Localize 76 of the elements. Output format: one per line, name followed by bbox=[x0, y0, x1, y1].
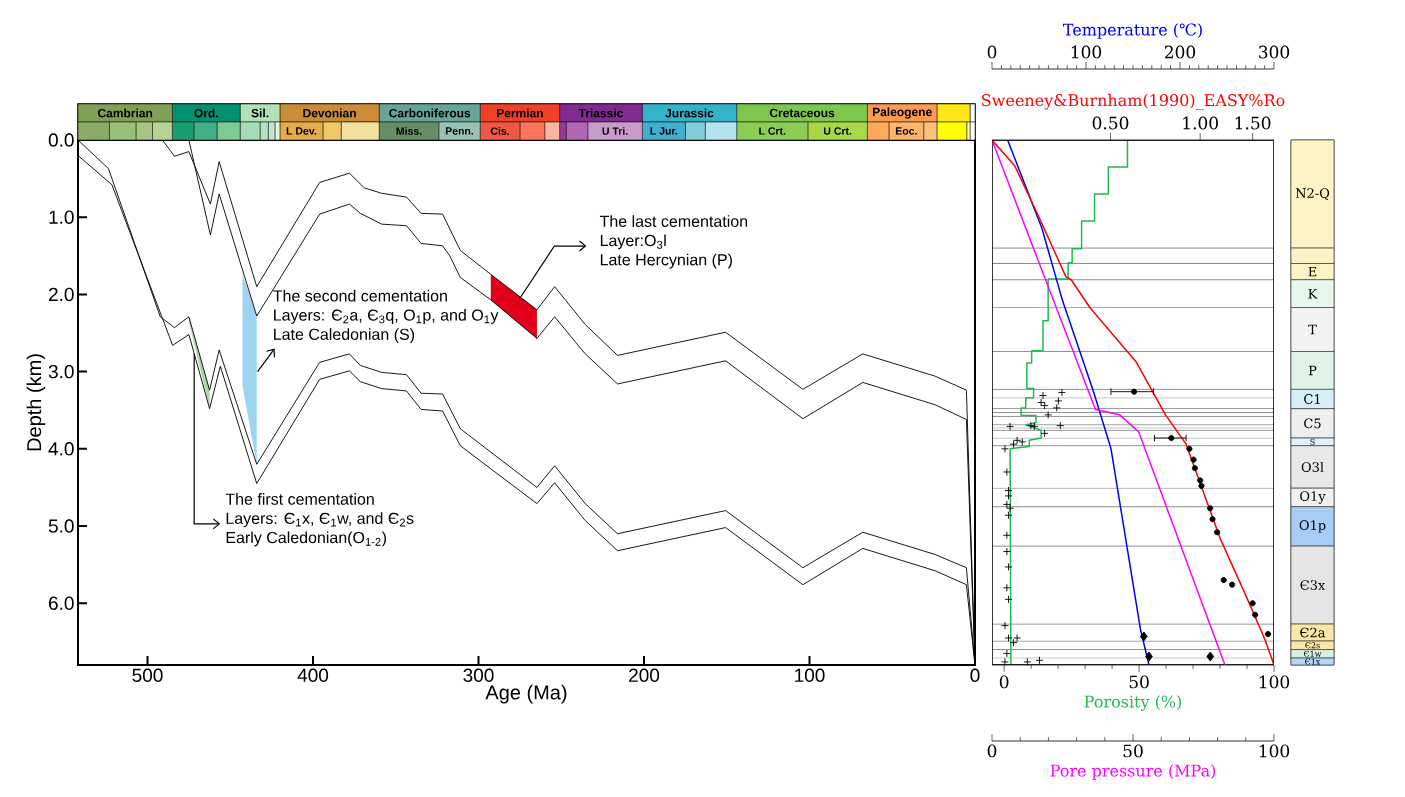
y-tick-label: 5.0 bbox=[48, 519, 74, 533]
data-label: Є2a bbox=[1300, 627, 1326, 638]
y-tick-label: 4.0 bbox=[48, 442, 74, 456]
data-label: Carboniferous bbox=[389, 108, 471, 118]
x-tick-label: 400 bbox=[297, 668, 329, 682]
data-label: U Tri. bbox=[602, 127, 628, 135]
x2-tick-label: 200 bbox=[1164, 45, 1196, 59]
annotation: Layer:O$_{3}$l bbox=[600, 234, 666, 250]
x-tick-label: 0 bbox=[999, 675, 1009, 689]
data-label: Ord. bbox=[194, 108, 218, 118]
data-label: T bbox=[1308, 324, 1317, 335]
x2-tick-label: 100 bbox=[1071, 45, 1102, 59]
y-tick-label: 2.0 bbox=[49, 287, 74, 302]
data-label: O1y bbox=[1300, 491, 1326, 504]
data-label: C5 bbox=[1304, 418, 1321, 429]
data-label: Cis. bbox=[490, 127, 509, 135]
x-axis-title: Sweeney&Burnham(1990)_EASY%Ro bbox=[982, 93, 1285, 110]
x-tick-label: 0 bbox=[970, 668, 980, 682]
y-tick-label: 0.0 bbox=[48, 133, 74, 147]
data-label: Cambrian bbox=[97, 108, 153, 118]
x-tick-label: 0.50 bbox=[1092, 116, 1129, 130]
annotation: The second cementation bbox=[273, 289, 447, 302]
x2-axis-title: Temperature (℃) bbox=[1063, 23, 1202, 39]
x-axis-title: Pore pressure (MPa) bbox=[1050, 764, 1216, 780]
data-label: Permian bbox=[497, 108, 543, 118]
annotation: Layers: Є$_{1}$x, Є$_{1}$w, and Є$_{2}$s bbox=[226, 512, 414, 528]
data-label: Cretaceous bbox=[769, 108, 835, 118]
data-label: O1p bbox=[1299, 520, 1326, 533]
data-label: Є3x bbox=[1300, 580, 1326, 591]
y-tick-label: 1.0 bbox=[49, 210, 74, 224]
y-tick-label: 3.0 bbox=[48, 364, 74, 379]
data-label: Miss. bbox=[396, 127, 422, 135]
annotation: Late Caledonian (S) bbox=[274, 328, 415, 344]
data-label: P bbox=[1308, 365, 1317, 376]
x-tick-label: 1.50 bbox=[1235, 116, 1271, 130]
data-label: U Crt. bbox=[823, 127, 852, 135]
data-label: Є1x bbox=[1305, 658, 1321, 665]
data-label: Penn. bbox=[445, 127, 474, 135]
data-label: Sil. bbox=[251, 108, 269, 118]
x-tick-label: 100 bbox=[795, 668, 825, 682]
x-tick-label: 50 bbox=[1123, 744, 1143, 758]
x-tick-label: 100 bbox=[1259, 744, 1290, 758]
annotation: The last cementation bbox=[599, 215, 748, 227]
x-tick-label: 200 bbox=[629, 668, 660, 682]
data-label: Devonian bbox=[303, 108, 356, 118]
x-tick-label: 1.00 bbox=[1183, 116, 1218, 130]
x-tick-label: 50 bbox=[1129, 675, 1149, 689]
x2-tick-label: 0 bbox=[987, 45, 997, 59]
data-label: C1 bbox=[1304, 394, 1320, 404]
data-label: K bbox=[1308, 288, 1318, 299]
data-label: L Dev. bbox=[286, 127, 317, 135]
data-label: E bbox=[1308, 266, 1317, 277]
annotation: The first cementation bbox=[225, 493, 374, 505]
data-label: Eoc. bbox=[895, 127, 917, 135]
x2-tick-label: 300 bbox=[1259, 45, 1290, 59]
data-label: Є1w bbox=[1303, 650, 1322, 657]
x-tick-label: 300 bbox=[463, 668, 494, 682]
annotation: Early Caledonian(O$_{1-2}$) bbox=[226, 531, 387, 547]
data-label: Triassic bbox=[578, 108, 623, 118]
data-label: S bbox=[1310, 438, 1315, 445]
y-axis-title: Depth (km) bbox=[26, 354, 46, 451]
data-label: Jurassic bbox=[665, 108, 714, 118]
data-label: N2-Q bbox=[1295, 188, 1330, 200]
x-axis-title: Porosity (%) bbox=[1084, 695, 1182, 711]
y-tick-label: 6.0 bbox=[49, 596, 74, 610]
data-label: Є2s bbox=[1305, 642, 1320, 649]
x-axis-title: Age (Ma) bbox=[485, 684, 567, 704]
x-tick-label: 100 bbox=[1259, 675, 1290, 689]
x-tick-label: 500 bbox=[132, 668, 163, 682]
text: Layers: Є$_{2}$a, Є$_{3}$q, O$_{1}$p, and O$_{1}$y bbox=[274, 309, 499, 324]
data-label: L Crt. bbox=[759, 127, 786, 135]
data-label: Paleogene bbox=[872, 107, 932, 119]
data-label: L Jur. bbox=[650, 127, 678, 135]
x-tick-label: 0 bbox=[987, 744, 997, 758]
data-label: O3l bbox=[1301, 461, 1324, 472]
annotation: Late Hercynian (P) bbox=[600, 253, 732, 269]
